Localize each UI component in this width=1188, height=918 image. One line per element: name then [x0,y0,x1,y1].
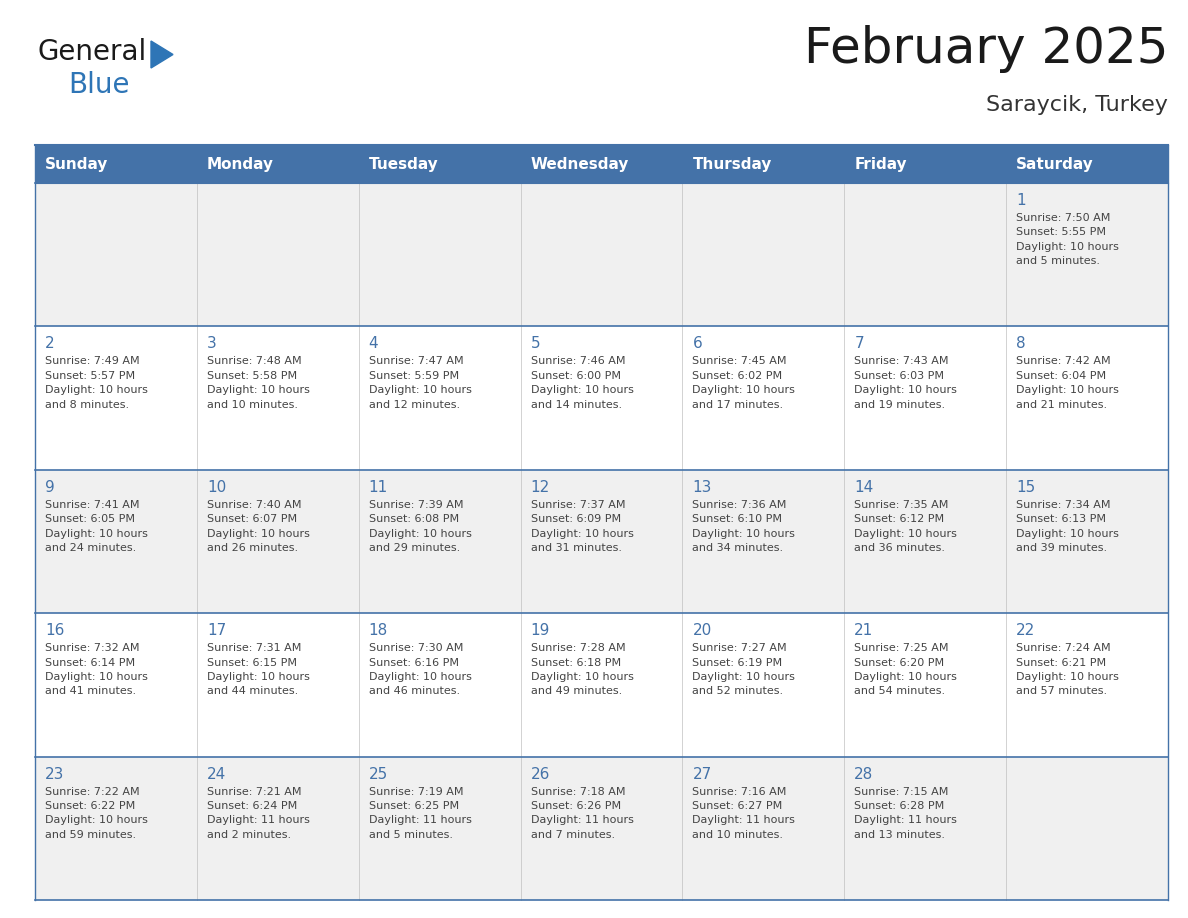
Text: Sunrise: 7:28 AM
Sunset: 6:18 PM
Daylight: 10 hours
and 49 minutes.: Sunrise: 7:28 AM Sunset: 6:18 PM Dayligh… [531,644,633,697]
Text: Sunrise: 7:36 AM
Sunset: 6:10 PM
Daylight: 10 hours
and 34 minutes.: Sunrise: 7:36 AM Sunset: 6:10 PM Dayligh… [693,499,795,553]
Text: Sunrise: 7:24 AM
Sunset: 6:21 PM
Daylight: 10 hours
and 57 minutes.: Sunrise: 7:24 AM Sunset: 6:21 PM Dayligh… [1016,644,1119,697]
Text: 16: 16 [45,623,64,638]
Text: 12: 12 [531,480,550,495]
Text: 27: 27 [693,767,712,781]
Text: 2: 2 [45,336,55,352]
Text: Sunrise: 7:48 AM
Sunset: 5:58 PM
Daylight: 10 hours
and 10 minutes.: Sunrise: 7:48 AM Sunset: 5:58 PM Dayligh… [207,356,310,409]
Text: February 2025: February 2025 [803,25,1168,73]
Bar [520,145,682,183]
Bar [34,183,1168,327]
Text: Sunrise: 7:31 AM
Sunset: 6:15 PM
Daylight: 10 hours
and 44 minutes.: Sunrise: 7:31 AM Sunset: 6:15 PM Dayligh… [207,644,310,697]
Text: Sunrise: 7:34 AM
Sunset: 6:13 PM
Daylight: 10 hours
and 39 minutes.: Sunrise: 7:34 AM Sunset: 6:13 PM Dayligh… [1016,499,1119,553]
Text: 23: 23 [45,767,64,781]
Text: Sunrise: 7:22 AM
Sunset: 6:22 PM
Daylight: 10 hours
and 59 minutes.: Sunrise: 7:22 AM Sunset: 6:22 PM Dayligh… [45,787,147,840]
Text: Sunrise: 7:21 AM
Sunset: 6:24 PM
Daylight: 11 hours
and 2 minutes.: Sunrise: 7:21 AM Sunset: 6:24 PM Dayligh… [207,787,310,840]
Text: 8: 8 [1016,336,1025,352]
Text: Blue: Blue [68,71,129,99]
Bar [34,613,1168,756]
Text: 9: 9 [45,480,55,495]
Text: 4: 4 [368,336,378,352]
Text: 17: 17 [207,623,226,638]
Text: Monday: Monday [207,156,274,172]
Bar [34,327,1168,470]
Text: Sunday: Sunday [45,156,108,172]
Text: Sunrise: 7:46 AM
Sunset: 6:00 PM
Daylight: 10 hours
and 14 minutes.: Sunrise: 7:46 AM Sunset: 6:00 PM Dayligh… [531,356,633,409]
Text: Sunrise: 7:25 AM
Sunset: 6:20 PM
Daylight: 10 hours
and 54 minutes.: Sunrise: 7:25 AM Sunset: 6:20 PM Dayligh… [854,644,958,697]
Text: Sunrise: 7:39 AM
Sunset: 6:08 PM
Daylight: 10 hours
and 29 minutes.: Sunrise: 7:39 AM Sunset: 6:08 PM Dayligh… [368,499,472,553]
Text: 20: 20 [693,623,712,638]
Text: 11: 11 [368,480,388,495]
Text: 21: 21 [854,623,873,638]
Text: 18: 18 [368,623,388,638]
Text: Sunrise: 7:30 AM
Sunset: 6:16 PM
Daylight: 10 hours
and 46 minutes.: Sunrise: 7:30 AM Sunset: 6:16 PM Dayligh… [368,644,472,697]
Text: Sunrise: 7:43 AM
Sunset: 6:03 PM
Daylight: 10 hours
and 19 minutes.: Sunrise: 7:43 AM Sunset: 6:03 PM Dayligh… [854,356,958,409]
Text: General: General [38,38,147,66]
Text: Sunrise: 7:27 AM
Sunset: 6:19 PM
Daylight: 10 hours
and 52 minutes.: Sunrise: 7:27 AM Sunset: 6:19 PM Dayligh… [693,644,795,697]
Text: Friday: Friday [854,156,906,172]
Text: Thursday: Thursday [693,156,772,172]
Bar [845,145,1006,183]
Polygon shape [151,41,173,68]
Text: 1: 1 [1016,193,1025,208]
Text: 7: 7 [854,336,864,352]
Bar [34,145,197,183]
Text: 14: 14 [854,480,873,495]
Bar [359,145,520,183]
Text: 5: 5 [531,336,541,352]
Text: Sunrise: 7:47 AM
Sunset: 5:59 PM
Daylight: 10 hours
and 12 minutes.: Sunrise: 7:47 AM Sunset: 5:59 PM Dayligh… [368,356,472,409]
Text: 15: 15 [1016,480,1036,495]
Text: Sunrise: 7:41 AM
Sunset: 6:05 PM
Daylight: 10 hours
and 24 minutes.: Sunrise: 7:41 AM Sunset: 6:05 PM Dayligh… [45,499,147,553]
Bar [34,470,1168,613]
Bar [1006,145,1168,183]
Text: Sunrise: 7:37 AM
Sunset: 6:09 PM
Daylight: 10 hours
and 31 minutes.: Sunrise: 7:37 AM Sunset: 6:09 PM Dayligh… [531,499,633,553]
Bar [197,145,359,183]
Text: 3: 3 [207,336,216,352]
Text: Sunrise: 7:45 AM
Sunset: 6:02 PM
Daylight: 10 hours
and 17 minutes.: Sunrise: 7:45 AM Sunset: 6:02 PM Dayligh… [693,356,795,409]
Text: 13: 13 [693,480,712,495]
Text: Sunrise: 7:40 AM
Sunset: 6:07 PM
Daylight: 10 hours
and 26 minutes.: Sunrise: 7:40 AM Sunset: 6:07 PM Dayligh… [207,499,310,553]
Text: 24: 24 [207,767,226,781]
Text: Sunrise: 7:18 AM
Sunset: 6:26 PM
Daylight: 11 hours
and 7 minutes.: Sunrise: 7:18 AM Sunset: 6:26 PM Dayligh… [531,787,633,840]
Text: 19: 19 [531,623,550,638]
Text: Sunrise: 7:16 AM
Sunset: 6:27 PM
Daylight: 11 hours
and 10 minutes.: Sunrise: 7:16 AM Sunset: 6:27 PM Dayligh… [693,787,795,840]
Text: 28: 28 [854,767,873,781]
Text: Wednesday: Wednesday [531,156,628,172]
Text: Sunrise: 7:15 AM
Sunset: 6:28 PM
Daylight: 11 hours
and 13 minutes.: Sunrise: 7:15 AM Sunset: 6:28 PM Dayligh… [854,787,958,840]
Bar [34,756,1168,900]
Text: 10: 10 [207,480,226,495]
Text: 26: 26 [531,767,550,781]
Text: Sunrise: 7:32 AM
Sunset: 6:14 PM
Daylight: 10 hours
and 41 minutes.: Sunrise: 7:32 AM Sunset: 6:14 PM Dayligh… [45,644,147,697]
Text: Sunrise: 7:35 AM
Sunset: 6:12 PM
Daylight: 10 hours
and 36 minutes.: Sunrise: 7:35 AM Sunset: 6:12 PM Dayligh… [854,499,958,553]
Text: Tuesday: Tuesday [368,156,438,172]
Text: Saraycik, Turkey: Saraycik, Turkey [986,95,1168,115]
Text: 25: 25 [368,767,388,781]
Text: Saturday: Saturday [1016,156,1094,172]
Text: Sunrise: 7:42 AM
Sunset: 6:04 PM
Daylight: 10 hours
and 21 minutes.: Sunrise: 7:42 AM Sunset: 6:04 PM Dayligh… [1016,356,1119,409]
Text: 22: 22 [1016,623,1036,638]
Text: Sunrise: 7:19 AM
Sunset: 6:25 PM
Daylight: 11 hours
and 5 minutes.: Sunrise: 7:19 AM Sunset: 6:25 PM Dayligh… [368,787,472,840]
Bar [682,145,845,183]
Text: Sunrise: 7:50 AM
Sunset: 5:55 PM
Daylight: 10 hours
and 5 minutes.: Sunrise: 7:50 AM Sunset: 5:55 PM Dayligh… [1016,213,1119,266]
Text: 6: 6 [693,336,702,352]
Text: Sunrise: 7:49 AM
Sunset: 5:57 PM
Daylight: 10 hours
and 8 minutes.: Sunrise: 7:49 AM Sunset: 5:57 PM Dayligh… [45,356,147,409]
